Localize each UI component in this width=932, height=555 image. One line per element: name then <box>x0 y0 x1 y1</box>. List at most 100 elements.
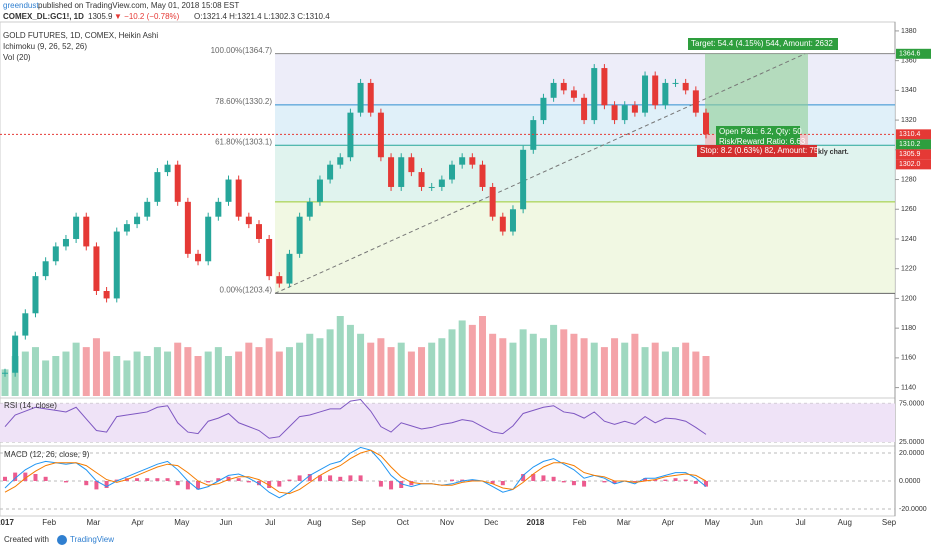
footer-brand: TradingView <box>70 535 114 544</box>
macd-histogram <box>571 481 576 486</box>
volume-bar <box>72 342 80 396</box>
candle <box>682 82 689 91</box>
y-tick-label: 1320 <box>901 117 917 124</box>
signal-line <box>4 449 707 495</box>
candle <box>509 209 516 232</box>
volume-bar <box>265 338 273 396</box>
x-tick-label: Apr <box>662 518 675 527</box>
position-box <box>688 38 838 50</box>
candle <box>703 112 709 135</box>
macd-histogram <box>663 479 668 481</box>
volume-bar <box>407 351 415 396</box>
macd-title: MACD (12, 26, close, 9) <box>4 450 90 459</box>
fib-label: 78.60%(1330.2) <box>215 97 272 106</box>
candle <box>479 164 486 187</box>
candle <box>662 82 669 106</box>
position-box <box>716 126 800 138</box>
volume-bar <box>387 347 395 396</box>
candle <box>581 97 588 121</box>
fib-label: 61.80%(1303.1) <box>215 137 272 146</box>
candle <box>22 313 29 336</box>
volume-bar <box>316 338 324 396</box>
macd-histogram <box>236 478 241 481</box>
volume-bar <box>611 338 619 396</box>
volume-bar <box>418 347 426 396</box>
volume-bar <box>296 342 304 396</box>
volume-bar <box>225 356 233 396</box>
macd-histogram <box>287 479 292 481</box>
macd-histogram <box>378 481 383 487</box>
volume-bar <box>153 347 161 396</box>
candle <box>154 172 161 202</box>
macd-histogram <box>399 481 404 488</box>
x-tick-label: Aug <box>838 518 852 527</box>
y-tick-label: 1220 <box>901 266 917 273</box>
macd-histogram <box>328 475 333 481</box>
candle <box>73 216 80 239</box>
macd-histogram <box>693 481 698 484</box>
volume-bar <box>1 369 9 396</box>
candle <box>347 112 354 158</box>
macd-histogram <box>165 478 170 481</box>
volume-bar <box>631 333 639 396</box>
fib-label: 0.00%(1203.4) <box>220 285 273 294</box>
volume-bar <box>306 333 314 396</box>
volume-bar <box>245 342 253 396</box>
macd-histogram <box>175 481 180 486</box>
macd-line <box>4 446 707 499</box>
macd-histogram <box>13 472 18 481</box>
volume-bar <box>672 347 680 396</box>
y-tick-label: 20.0000 <box>899 450 924 457</box>
price-tag-label: 1310.4 <box>899 131 921 138</box>
macd-histogram <box>84 481 89 486</box>
candle <box>327 164 334 180</box>
volume-bar <box>123 360 131 396</box>
volume-bar <box>692 351 700 396</box>
volume-bar <box>326 329 334 396</box>
volume-bar <box>194 356 202 396</box>
rsi-line <box>4 399 707 439</box>
candle <box>601 68 608 106</box>
candle <box>692 90 699 113</box>
candle <box>32 276 39 314</box>
volume-bar <box>621 342 629 396</box>
x-tick-label: Sep <box>882 518 897 527</box>
volume-bar <box>367 342 375 396</box>
candle <box>144 201 151 217</box>
macd-histogram <box>338 476 343 481</box>
macd-histogram <box>155 478 160 481</box>
candle <box>195 253 202 262</box>
macd-histogram <box>145 478 150 481</box>
published: published on TradingView.com, May 01, 20… <box>38 1 239 10</box>
candle <box>449 164 456 180</box>
macd-histogram <box>582 481 587 487</box>
macd-histogram <box>632 481 637 483</box>
volume-bar <box>285 347 293 396</box>
price-tag-label: 1310.2 <box>899 141 921 148</box>
x-tick-label: Aug <box>307 518 321 527</box>
volume-bar <box>641 347 649 396</box>
candle <box>540 97 547 121</box>
volume-bar <box>489 333 497 396</box>
position-text: Target: 54.4 (4.15%) 544, Amount: 2632 <box>691 39 833 48</box>
price-tag <box>896 48 931 59</box>
volume-bar <box>184 347 192 396</box>
candle <box>642 75 649 113</box>
volume-bar <box>682 342 690 396</box>
rsi-band <box>0 403 895 443</box>
volume-bar <box>560 329 568 396</box>
macd-histogram <box>470 479 475 481</box>
macd-histogram <box>389 481 394 490</box>
volume-bar <box>21 351 29 396</box>
candle <box>103 290 110 299</box>
x-tick-label: 2017 <box>0 518 14 527</box>
y-tick-label: 1360 <box>901 57 917 64</box>
candle <box>520 149 527 210</box>
macd-histogram <box>602 481 607 483</box>
fib-label: 100.00%(1364.7) <box>211 46 273 55</box>
macd-histogram <box>704 481 708 487</box>
y-tick-label: 0.0000 <box>899 478 921 485</box>
volume-bar <box>174 342 182 396</box>
candle <box>499 216 506 232</box>
macd-histogram <box>450 479 455 481</box>
